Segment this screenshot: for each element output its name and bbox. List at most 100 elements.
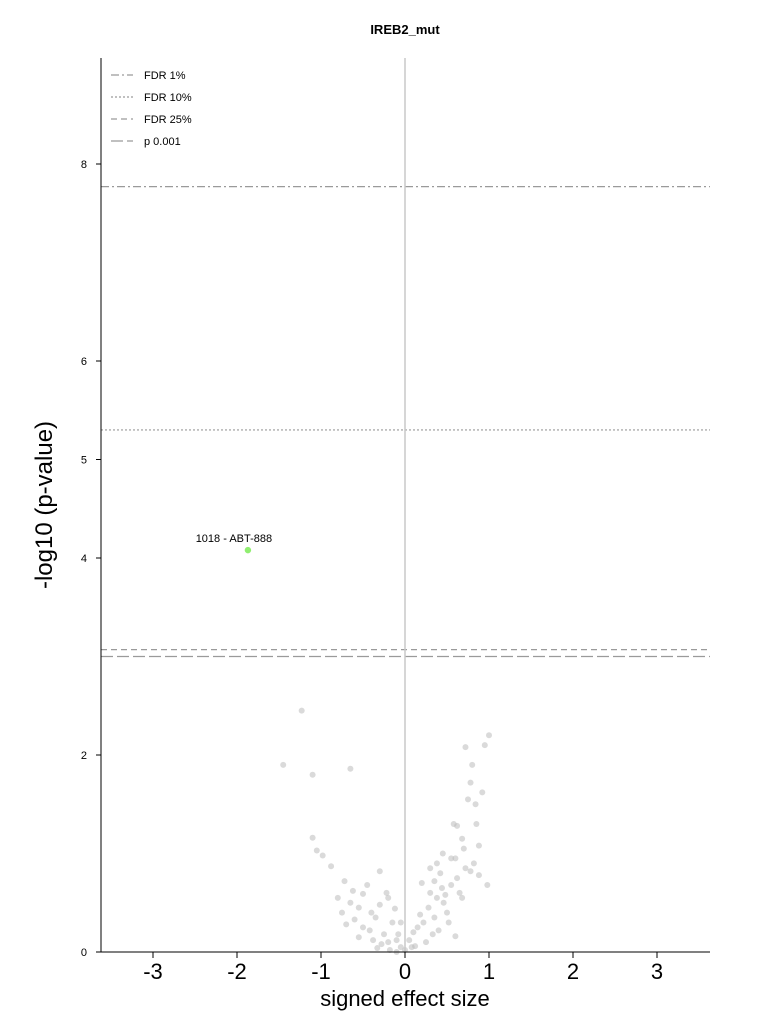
data-point-32 <box>374 945 381 952</box>
data-point-64 <box>479 789 486 796</box>
data-point-46 <box>425 904 432 911</box>
x-tick-label-3: 0 <box>399 959 411 984</box>
data-point-7 <box>328 863 335 870</box>
data-point-73 <box>440 899 447 906</box>
x-axis-label: signed effect size <box>320 986 490 1011</box>
data-point-44 <box>417 911 424 918</box>
x-tick-label-2: -1 <box>311 959 331 984</box>
data-point-71 <box>452 933 459 940</box>
data-point-81 <box>431 914 438 921</box>
y-tick-label-2: 4 <box>81 553 87 565</box>
data-point-0 <box>298 707 305 714</box>
x-tick-label-5: 2 <box>567 959 579 984</box>
data-point-90 <box>438 884 445 891</box>
data-point-47 <box>427 889 434 896</box>
data-point-30 <box>368 909 375 916</box>
data-point-74 <box>435 927 442 934</box>
data-point-23 <box>378 941 385 948</box>
data-point-75 <box>429 931 436 938</box>
y-tick-label-0: 0 <box>81 947 87 959</box>
x-ticks: -3 -2 -1 0 1 2 3 <box>143 952 663 984</box>
data-point-2 <box>309 771 316 778</box>
data-point-45 <box>420 919 427 926</box>
data-point-63 <box>475 842 482 849</box>
x-tick-label-6: 3 <box>651 959 663 984</box>
data-point-9 <box>349 887 356 894</box>
data-point-67 <box>486 732 492 739</box>
data-point-68 <box>484 882 491 889</box>
data-point-87 <box>472 801 479 808</box>
data-point-17 <box>381 931 387 938</box>
data-point-59 <box>467 779 474 786</box>
data-point-15 <box>389 919 396 926</box>
legend-label-3: p 0.001 <box>144 136 181 148</box>
legend-label-1: FDR 10% <box>144 92 192 104</box>
data-point-62 <box>473 820 480 827</box>
data-point-56 <box>459 835 466 842</box>
data-point-66 <box>462 744 469 751</box>
data-point-13 <box>376 868 383 875</box>
data-point-31 <box>360 924 366 931</box>
data-point-69 <box>475 872 482 879</box>
data-point-6 <box>319 852 326 859</box>
data-point-78 <box>408 944 415 951</box>
data-point-53 <box>448 882 455 889</box>
data-point-5 <box>313 847 320 854</box>
data-point-29 <box>395 931 402 938</box>
y-tick-label-1: 2 <box>81 750 87 762</box>
data-point-48 <box>431 878 438 885</box>
data-point-1 <box>280 761 287 768</box>
data-point-85 <box>460 845 467 852</box>
data-point-80 <box>427 865 434 872</box>
data-point-27 <box>383 889 390 896</box>
data-point-86 <box>467 868 474 875</box>
data-point-14 <box>385 894 392 901</box>
data-point-42 <box>410 929 417 936</box>
x-tick-label-4: 1 <box>483 959 495 984</box>
data-point-83 <box>448 855 455 862</box>
legend-label-0: FDR 1% <box>144 70 186 82</box>
data-point-16 <box>366 927 373 934</box>
data-point-88 <box>450 820 457 827</box>
data-point-91 <box>433 860 440 867</box>
data-point-18 <box>393 937 400 944</box>
data-point-52 <box>444 909 450 916</box>
data-point-22 <box>370 937 377 944</box>
data-point-70 <box>456 889 463 896</box>
data-points <box>280 707 492 955</box>
data-point-49 <box>433 894 440 901</box>
data-point-77 <box>414 924 421 931</box>
data-point-41 <box>406 937 413 944</box>
data-point-25 <box>376 901 383 908</box>
data-point-51 <box>439 850 446 857</box>
data-point-28 <box>391 905 398 912</box>
data-point-3 <box>347 765 354 772</box>
data-point-20 <box>351 916 358 923</box>
data-point-11 <box>355 904 362 911</box>
legend: FDR 1% FDR 10% FDR 25% p 0.001 <box>111 70 192 148</box>
data-point-84 <box>454 875 461 882</box>
y-ticks: 0 2 4 5 6 8 <box>81 159 101 959</box>
data-point-38 <box>347 899 354 906</box>
data-point-60 <box>469 761 476 768</box>
y-axis-label: -log10 (p-value) <box>31 421 58 589</box>
y-tick-label-3: 5 <box>81 455 87 467</box>
data-point-12 <box>372 914 379 921</box>
data-point-79 <box>418 880 425 887</box>
data-point-19 <box>397 944 404 951</box>
x-tick-label-0: -3 <box>143 959 163 984</box>
data-point-33 <box>385 939 392 946</box>
x-tick-label-1: -2 <box>227 959 247 984</box>
data-point-39 <box>355 934 362 941</box>
data-point-50 <box>437 870 444 877</box>
data-point-82 <box>442 891 449 898</box>
data-point-36 <box>334 894 341 901</box>
y-tick-label-5: 8 <box>81 159 87 171</box>
chart-title: IREB2_mut <box>370 22 440 37</box>
data-point-58 <box>465 796 471 803</box>
legend-label-2: FDR 25% <box>144 114 192 126</box>
data-point-61 <box>470 860 477 867</box>
data-point-35 <box>397 919 404 926</box>
data-point-21 <box>343 921 350 928</box>
